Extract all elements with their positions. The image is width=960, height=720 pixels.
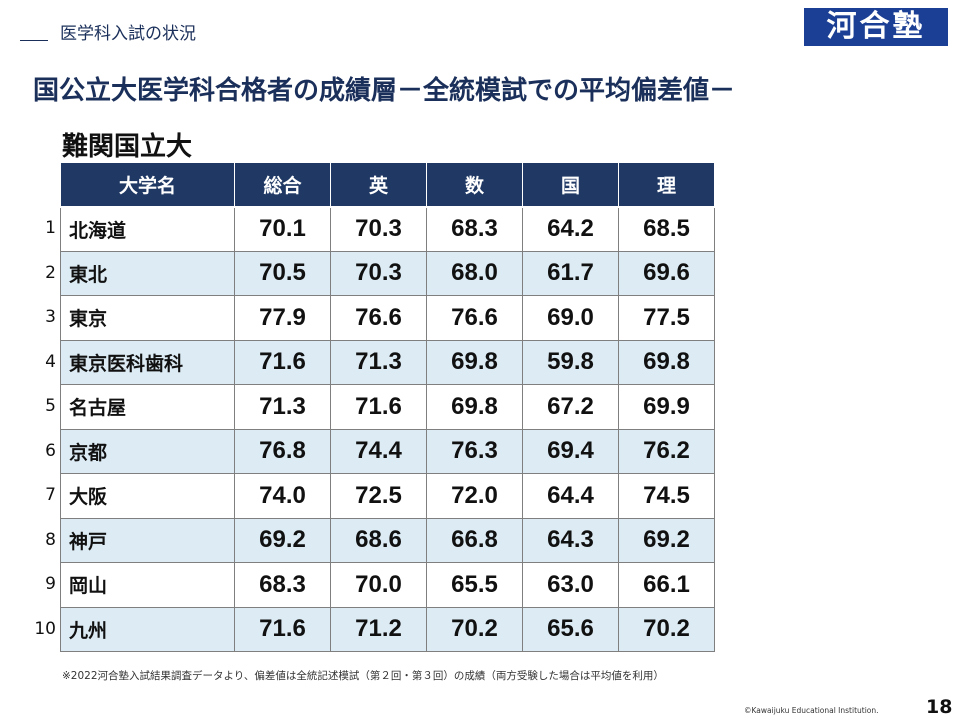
score-cell: 74.4 (330, 428, 427, 474)
score-cell: 64.4 (522, 473, 619, 519)
score-cell: 69.9 (618, 384, 715, 430)
row-rank: 3 (45, 307, 56, 327)
score-cell: 76.8 (234, 428, 331, 474)
score-cell: 69.6 (618, 250, 715, 296)
score-cell: 64.3 (522, 517, 619, 563)
score-cell: 69.2 (234, 517, 331, 563)
column-header: 理 (618, 162, 715, 208)
university-name: 東京医科歯科 (60, 339, 235, 385)
university-name: 東北 (60, 250, 235, 296)
score-cell: 71.6 (234, 339, 331, 385)
score-cell: 70.5 (234, 250, 331, 296)
score-cell: 68.0 (426, 250, 523, 296)
score-cell: 71.2 (330, 606, 427, 652)
score-cell: 76.6 (330, 295, 427, 341)
university-name: 名古屋 (60, 384, 235, 430)
score-cell: 76.6 (426, 295, 523, 341)
score-cell: 66.1 (618, 562, 715, 608)
score-cell: 74.5 (618, 473, 715, 519)
score-cell: 71.3 (330, 339, 427, 385)
score-cell: 76.2 (618, 428, 715, 474)
score-cell: 72.5 (330, 473, 427, 519)
score-cell: 69.8 (618, 339, 715, 385)
score-cell: 63.0 (522, 562, 619, 608)
score-cell: 77.9 (234, 295, 331, 341)
footnote: ※2022河合塾入試結果調査データより、偏差値は全統記述模試（第２回・第３回）の… (62, 670, 664, 682)
university-name: 神戸 (60, 517, 235, 563)
table-row: 岡山 68.3 70.0 65.5 63.0 66.1 (60, 562, 715, 608)
column-header: 大学名 (60, 162, 235, 208)
score-cell: 77.5 (618, 295, 715, 341)
table-header-row: 大学名 総合英数国理 (60, 162, 715, 208)
section-title: 医学科入試の状況 (60, 24, 196, 44)
page-title: 国公立大医学科合格者の成績層－全統模試での平均偏差値－ (33, 76, 736, 106)
table-row: 京都 76.8 74.4 76.3 69.4 76.2 (60, 428, 715, 474)
table-row: 大阪 74.0 72.5 72.0 64.4 74.5 (60, 473, 715, 519)
score-cell: 69.0 (522, 295, 619, 341)
page-number: 18 (926, 696, 953, 718)
row-rank: 6 (45, 440, 56, 461)
row-rank: 8 (45, 529, 56, 550)
university-name: 大阪 (60, 473, 235, 519)
score-cell: 64.2 (522, 206, 619, 252)
score-cell: 71.6 (234, 606, 331, 652)
university-name: 北海道 (60, 206, 235, 252)
table-row: 東京医科歯科 71.6 71.3 69.8 59.8 69.8 (60, 339, 715, 385)
row-rank: 7 (45, 485, 56, 505)
score-cell: 66.8 (426, 517, 523, 563)
copyright: ©Kawaijuku Educational Institution. (744, 706, 879, 715)
score-cell: 69.8 (426, 339, 523, 385)
score-cell: 71.6 (330, 384, 427, 430)
score-cell: 68.3 (426, 206, 523, 252)
score-cell: 72.0 (426, 473, 523, 519)
score-cell: 61.7 (522, 250, 619, 296)
row-rank: 9 (45, 574, 56, 594)
score-cell: 67.2 (522, 384, 619, 430)
university-name: 九州 (60, 606, 235, 652)
column-header: 英 (330, 162, 427, 208)
row-rank: 1 (45, 218, 56, 238)
score-cell: 59.8 (522, 339, 619, 385)
score-cell: 76.3 (426, 428, 523, 474)
grades-table: 大学名 総合英数国理 北海道 70.1 70.3 68.3 64.2 68.5 東北 70.5 7… (60, 162, 715, 652)
section-divider-line (20, 40, 48, 41)
score-cell: 70.2 (618, 606, 715, 652)
score-cell: 70.1 (234, 206, 331, 252)
score-cell: 70.0 (330, 562, 427, 608)
score-cell: 71.3 (234, 384, 331, 430)
table-row: 東北 70.5 70.3 68.0 61.7 69.6 (60, 250, 715, 296)
score-cell: 68.5 (618, 206, 715, 252)
table-row: 神戸 69.2 68.6 66.8 64.3 69.2 (60, 517, 715, 563)
university-name: 東京 (60, 295, 235, 341)
kawaijuku-logo: 河合塾 (804, 8, 948, 46)
row-rank: 10 (34, 618, 56, 639)
column-header: 数 (426, 162, 523, 208)
score-cell: 70.3 (330, 250, 427, 296)
score-cell: 68.3 (234, 562, 331, 608)
row-rank: 2 (45, 262, 56, 283)
score-cell: 69.8 (426, 384, 523, 430)
table-row: 東京 77.9 76.6 76.6 69.0 77.5 (60, 295, 715, 341)
table-subtitle: 難関国立大 (62, 132, 193, 162)
score-cell: 74.0 (234, 473, 331, 519)
table-row: 九州 71.6 71.2 70.2 65.6 70.2 (60, 606, 715, 652)
university-name: 岡山 (60, 562, 235, 608)
column-header: 国 (522, 162, 619, 208)
table-row: 名古屋 71.3 71.6 69.8 67.2 69.9 (60, 384, 715, 430)
row-rank: 4 (45, 351, 56, 372)
score-cell: 70.2 (426, 606, 523, 652)
row-rank: 5 (45, 396, 56, 416)
table-row: 北海道 70.1 70.3 68.3 64.2 68.5 (60, 206, 715, 252)
score-cell: 69.2 (618, 517, 715, 563)
score-cell: 68.6 (330, 517, 427, 563)
score-cell: 65.6 (522, 606, 619, 652)
score-cell: 69.4 (522, 428, 619, 474)
rank-column: 1 2 3 4 5 6 7 8 9 10 (20, 206, 58, 651)
university-name: 京都 (60, 428, 235, 474)
score-cell: 70.3 (330, 206, 427, 252)
score-cell: 65.5 (426, 562, 523, 608)
column-header: 総合 (234, 162, 331, 208)
